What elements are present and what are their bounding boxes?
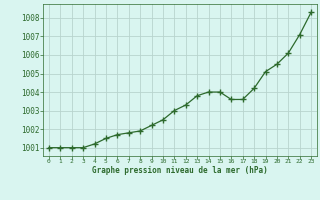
X-axis label: Graphe pression niveau de la mer (hPa): Graphe pression niveau de la mer (hPa)	[92, 166, 268, 175]
